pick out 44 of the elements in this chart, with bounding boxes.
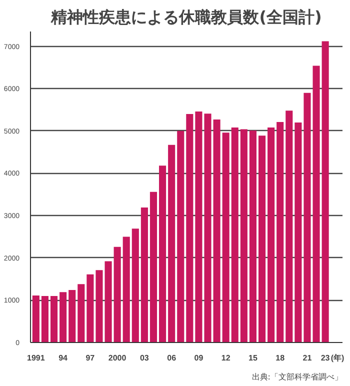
x-tick-label: 06 (167, 354, 177, 362)
x-tick-label: 2000 (108, 354, 127, 362)
x-tick-label: 09 (194, 354, 204, 362)
bar (286, 110, 293, 342)
bar (132, 228, 139, 342)
x-tick-label: 12 (221, 354, 231, 362)
bar (60, 292, 67, 342)
bar (204, 114, 212, 342)
bar (114, 246, 121, 342)
bar (41, 296, 48, 342)
bar (249, 130, 256, 342)
bar (159, 166, 166, 342)
chart-title: 精神性疾患による休職教員数(全国計) (50, 8, 322, 26)
bar (177, 130, 184, 342)
bar (78, 284, 85, 342)
x-tick-label: 97 (86, 354, 96, 362)
bar (50, 296, 58, 342)
bar (122, 236, 130, 342)
x-tick-label: 03 (140, 354, 150, 362)
bar (150, 192, 158, 342)
bar (68, 290, 76, 342)
x-tick-label: 15 (248, 354, 258, 362)
bar (322, 41, 329, 342)
bar (240, 129, 248, 342)
x-tick-label: 1991 (27, 354, 46, 362)
x-tick-label: 18 (276, 354, 286, 362)
bar (195, 111, 202, 342)
x-tick-label: 21 (302, 354, 312, 362)
bar (32, 296, 40, 342)
bar (268, 128, 275, 342)
x-tick-label: 94 (58, 354, 68, 362)
bar (222, 132, 230, 342)
bar (86, 274, 94, 342)
bar (276, 122, 284, 342)
x-tick-label: 23 (320, 354, 330, 362)
bar (213, 120, 220, 342)
bar (186, 114, 194, 342)
bar (258, 136, 266, 342)
bar (231, 128, 238, 342)
bar (168, 144, 176, 342)
bar (294, 122, 302, 342)
x-axis-title: (年) (330, 354, 345, 362)
source-note: 出典:「文部科学省調べ」 (252, 372, 343, 382)
bar (140, 208, 148, 342)
